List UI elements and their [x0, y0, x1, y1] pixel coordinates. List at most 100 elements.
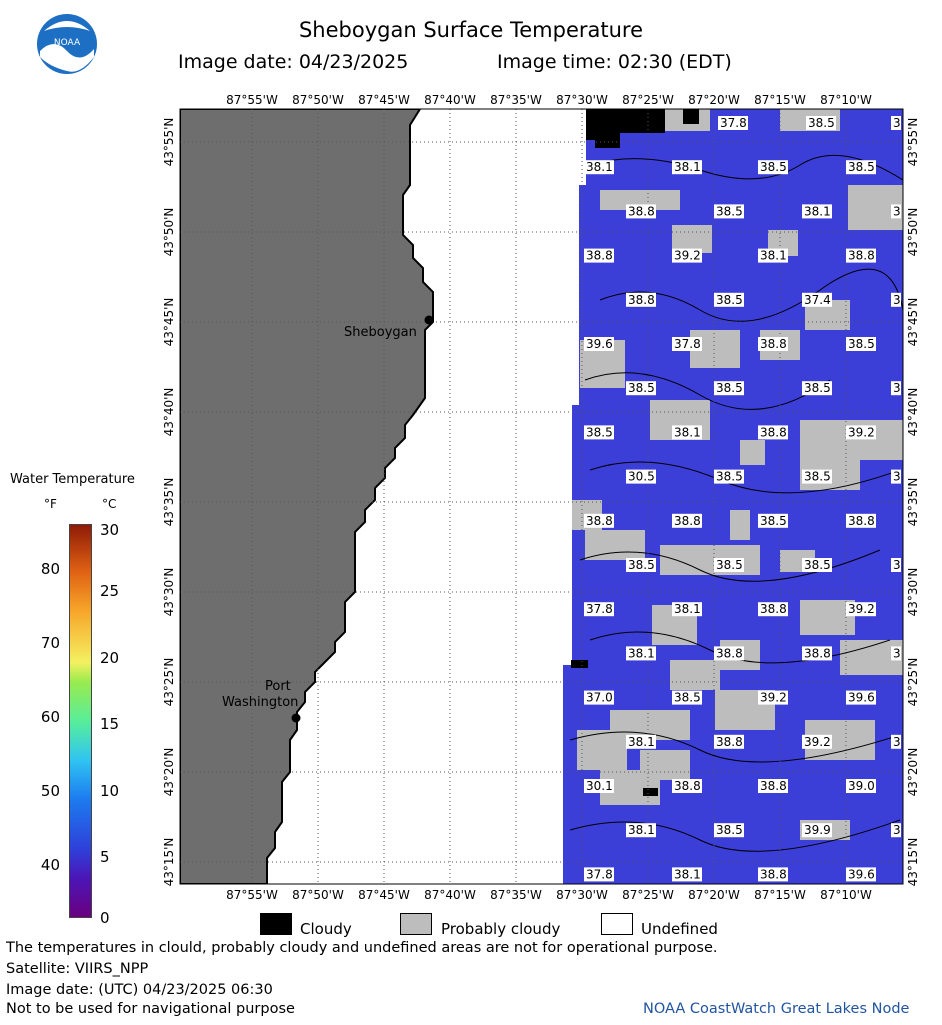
temperature-label-bg [758, 779, 788, 793]
lat-label-left: 43°45'N [162, 298, 176, 347]
temperature-label: 38.8 [628, 293, 655, 307]
lon-label-bottom: 87°30'W [556, 888, 608, 902]
temperature-label-bg [626, 381, 656, 396]
temperature-label: 3 [893, 646, 901, 660]
temperature-label-bg [626, 558, 656, 572]
legend-unit-c: °C [102, 497, 117, 511]
lat-label-right: 43°45'N [906, 298, 920, 347]
lon-label-bottom: 87°50'W [292, 888, 344, 902]
lat-label-right: 43°15'N [906, 838, 920, 887]
temperature-label: 38.5 [808, 116, 835, 130]
temperature-label-bg [891, 469, 901, 484]
temperature-label: 37.8 [586, 867, 613, 881]
temperature-label-bg [672, 690, 702, 705]
footer-satellite: Satellite: VIIRS_NPP [6, 961, 149, 977]
temperature-label: 38.1 [628, 646, 655, 660]
temperature-label-bg [584, 602, 614, 617]
map-frame [179, 108, 904, 885]
sheboygan-marker [424, 315, 434, 325]
temperature-label: 38.1 [628, 823, 655, 837]
temperature-label-bg [758, 337, 788, 351]
colorbar-tick-f: 70 [40, 634, 60, 652]
temperature-label-bg [846, 160, 876, 175]
temperature-label: 37.8 [586, 602, 613, 616]
temperature-label-bg [802, 469, 832, 484]
lat-label-left: 43°50'N [162, 208, 176, 257]
temperature-label: 38.8 [760, 337, 787, 351]
lon-label-bottom: 87°45'W [358, 888, 410, 902]
temperature-label-bg [714, 381, 744, 396]
temperature-label: 38.1 [760, 249, 787, 263]
temperature-label-bg [891, 558, 901, 572]
temperature-label: 37.0 [586, 691, 613, 705]
lon-label-top: 87°55'W [226, 93, 278, 107]
temperature-label: 3 [893, 293, 901, 307]
temperature-label-bg [584, 248, 614, 263]
temperature-label: 38.8 [760, 779, 787, 793]
temperature-label-bg [846, 779, 876, 793]
lon-label-top: 87°45'W [358, 93, 410, 107]
temperature-label: 3 [893, 204, 901, 218]
lon-label-top: 87°35'W [490, 93, 542, 107]
temperature-label-bg [626, 823, 656, 838]
lon-label-top: 87°30'W [556, 93, 608, 107]
temperature-label: 38.5 [628, 381, 655, 395]
lon-label-bottom: 87°55'W [226, 888, 278, 902]
temperature-label-bg [672, 337, 702, 351]
temperature-label: 38.5 [760, 514, 787, 528]
temperature-label-bg [626, 734, 656, 749]
temperature-label: 38.5 [804, 381, 831, 395]
temperature-label: 3 [893, 470, 901, 484]
temperature-label: 39.6 [586, 337, 613, 351]
temperature-label-bg [584, 867, 614, 882]
temperature-label: 38.5 [716, 470, 743, 484]
temperature-label: 39.0 [848, 779, 875, 793]
temperature-label-bg [891, 292, 901, 307]
lat-label-left: 43°15'N [162, 838, 176, 887]
temperature-label: 3 [893, 381, 901, 395]
temperature-label-bg [584, 337, 614, 351]
temperature-label-bg [846, 690, 876, 705]
temperature-label: 38.1 [674, 867, 701, 881]
temperature-label: 39.2 [804, 735, 831, 749]
grid-lines [180, 109, 903, 884]
temperature-label-bg [626, 469, 656, 484]
temperature-label-bg [891, 646, 901, 661]
lat-label-right: 43°25'N [906, 658, 920, 707]
colorbar-tick-c: 25 [100, 582, 120, 600]
temperature-label: 38.5 [628, 558, 655, 572]
temperature-label-bg [802, 204, 832, 219]
legend-title: Water Temperature [10, 472, 135, 487]
temperature-label: 38.5 [674, 691, 701, 705]
temperature-label-bg [846, 513, 876, 528]
temperature-label-bg [758, 160, 788, 175]
lon-label-bottom: 87°25'W [622, 888, 674, 902]
temperature-label: 38.5 [716, 381, 743, 395]
lon-label-bottom: 87°15'W [754, 888, 806, 902]
lon-label-top: 87°15'W [754, 93, 806, 107]
map-title: Sheboygan Surface Temperature [298, 18, 644, 42]
temperature-label-bg [672, 867, 702, 882]
temperature-label: 38.8 [760, 867, 787, 881]
temperature-label: 38.8 [848, 249, 875, 263]
colorbar-tick-c: 30 [100, 521, 120, 539]
temperature-label: 39.2 [848, 425, 875, 439]
temperature-label: 38.1 [674, 160, 701, 174]
temperature-label: 3 [893, 558, 901, 572]
temperature-label-bg [626, 204, 656, 219]
temperature-label-bg [802, 558, 832, 572]
temperature-label: 38.5 [586, 425, 613, 439]
temperature-label: 38.5 [716, 293, 743, 307]
cloudy-areas [571, 109, 699, 796]
temperature-label-bg [802, 734, 832, 749]
temperature-label-bg [846, 602, 876, 617]
port-washington-marker [291, 713, 301, 723]
footer-navigation-note: Not to be used for navigational purpose [6, 1001, 295, 1017]
temperature-label-bg [891, 204, 901, 219]
colorbar-tick-c: 0 [100, 909, 110, 927]
temperature-label-bg [891, 823, 901, 838]
temperature-label-bg [714, 558, 744, 572]
temperature-label-bg [714, 469, 744, 484]
temperature-label-bg [584, 690, 614, 705]
temperature-label: 39.2 [674, 249, 701, 263]
